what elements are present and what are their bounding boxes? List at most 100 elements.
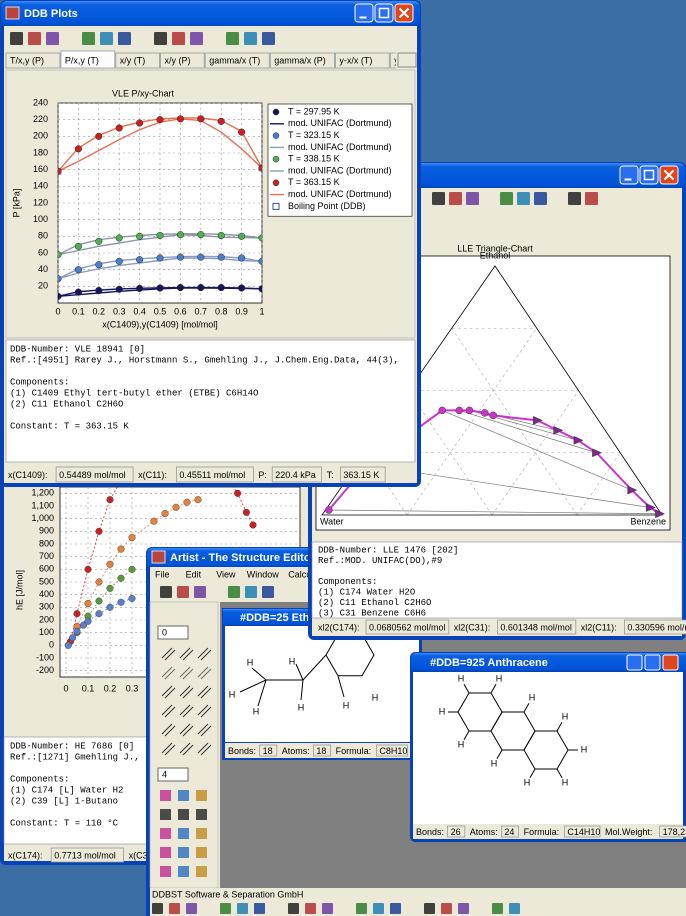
max-button[interactable] <box>640 166 658 184</box>
toolbar-button[interactable] <box>254 903 265 914</box>
toolbar-button[interactable] <box>475 903 486 914</box>
min-button[interactable] <box>627 655 642 670</box>
x-tick-label: 0.1 <box>82 683 95 693</box>
toolbar-button[interactable] <box>186 903 197 914</box>
toolbar-button[interactable] <box>208 32 221 45</box>
palette-tool[interactable] <box>160 828 171 839</box>
toolbar-button[interactable] <box>100 32 113 45</box>
toolbar-button[interactable] <box>500 192 513 205</box>
legend-label: mod. UNIFAC (Dortmund) <box>288 118 392 128</box>
toolbar-button[interactable] <box>244 32 257 45</box>
toolbar-button[interactable] <box>390 903 401 914</box>
x-axis-label: x(C1409),y(C1409) [mol/mol] <box>102 319 218 329</box>
toolbar-button[interactable] <box>64 32 77 45</box>
palette-tool[interactable] <box>196 809 207 820</box>
palette-tool[interactable] <box>196 847 207 858</box>
toolbar-button[interactable] <box>82 32 95 45</box>
palette-tool[interactable] <box>196 790 207 801</box>
palette-tool[interactable] <box>178 790 189 801</box>
palette-tool[interactable] <box>196 828 207 839</box>
palette-tool[interactable] <box>160 847 171 858</box>
palette-tool[interactable] <box>178 847 189 858</box>
toolbar-button[interactable] <box>424 903 435 914</box>
atom-label: H <box>343 700 350 710</box>
palette-tool[interactable] <box>178 828 189 839</box>
toolbar-button[interactable] <box>373 903 384 914</box>
toolbar-button[interactable] <box>28 32 41 45</box>
toolbar-button[interactable] <box>271 903 282 914</box>
palette-value: 4 <box>162 769 167 779</box>
toolbar-button[interactable] <box>190 32 203 45</box>
toolbar-button[interactable] <box>172 32 185 45</box>
toolbar-button[interactable] <box>160 586 172 598</box>
data-point <box>75 243 82 250</box>
toolbar-button[interactable] <box>279 586 291 598</box>
menu-item[interactable]: File <box>155 569 170 579</box>
min-button[interactable] <box>620 166 638 184</box>
toolbar-button[interactable] <box>322 903 333 914</box>
toolbar-button[interactable] <box>262 586 274 598</box>
toolbar-button[interactable] <box>194 586 206 598</box>
toolbar-button[interactable] <box>220 903 231 914</box>
tab-label: x/y (T) <box>120 55 146 65</box>
data-point <box>177 231 184 238</box>
toolbar-button[interactable] <box>492 903 503 914</box>
toolbar-button[interactable] <box>203 903 214 914</box>
palette-tool[interactable] <box>196 866 207 877</box>
palette-tool[interactable] <box>178 809 189 820</box>
menu-item[interactable]: Edit <box>186 569 202 579</box>
atom-label: H <box>458 673 465 683</box>
toolbar-button[interactable] <box>228 586 240 598</box>
max-button[interactable] <box>375 4 393 22</box>
toolbar-button[interactable] <box>177 586 189 598</box>
data-point <box>96 579 103 586</box>
toolbar-button[interactable] <box>449 192 462 205</box>
toolbar-button[interactable] <box>534 192 547 205</box>
toolbar-button[interactable] <box>356 903 367 914</box>
toolbar-button[interactable] <box>10 32 23 45</box>
toolbar-button[interactable] <box>288 903 299 914</box>
toolbar-button[interactable] <box>517 192 530 205</box>
toolbar-button[interactable] <box>483 192 496 205</box>
tab-scroll[interactable] <box>398 53 416 67</box>
status-value: 0.330596 mol/mol <box>627 622 686 632</box>
toolbar-button[interactable] <box>339 903 350 914</box>
info-text: Ref.:[1271] Gmehling J., <box>10 752 140 762</box>
toolbar-button[interactable] <box>305 903 316 914</box>
toolbar-button[interactable] <box>226 32 239 45</box>
toolbar-button[interactable] <box>118 32 131 45</box>
window-title: Artist - The Structure Editor <box>170 552 316 564</box>
toolbar-button[interactable] <box>551 192 564 205</box>
toolbar-button[interactable] <box>46 32 59 45</box>
palette-tool[interactable] <box>160 809 171 820</box>
menu-item[interactable]: View <box>216 569 236 579</box>
toolbar-button[interactable] <box>152 903 163 914</box>
toolbar-button[interactable] <box>509 903 520 914</box>
toolbar-button[interactable] <box>245 586 257 598</box>
y-tick-label: -100 <box>36 652 54 662</box>
toolbar-button[interactable] <box>458 903 469 914</box>
menu-item[interactable]: Window <box>247 569 280 579</box>
toolbar-button[interactable] <box>568 192 581 205</box>
toolbar-button[interactable] <box>211 586 223 598</box>
toolbar-button[interactable] <box>280 32 293 45</box>
toolbar-button[interactable] <box>441 903 452 914</box>
palette-tool[interactable] <box>160 790 171 801</box>
toolbar-button[interactable] <box>169 903 180 914</box>
close-button[interactable] <box>663 655 678 670</box>
toolbar-button[interactable] <box>407 903 418 914</box>
max-button[interactable] <box>645 655 660 670</box>
toolbar-button[interactable] <box>432 192 445 205</box>
child-body <box>413 672 683 824</box>
palette-tool[interactable] <box>160 866 171 877</box>
toolbar-button[interactable] <box>466 192 479 205</box>
toolbar-button[interactable] <box>154 32 167 45</box>
palette-tool[interactable] <box>178 866 189 877</box>
status-label: Formula: <box>524 827 560 837</box>
min-button[interactable] <box>355 4 373 22</box>
toolbar-button[interactable] <box>262 32 275 45</box>
toolbar-button[interactable] <box>585 192 598 205</box>
toolbar-button[interactable] <box>136 32 149 45</box>
toolbar-button[interactable] <box>237 903 248 914</box>
y-tick-label: 140 <box>33 181 48 191</box>
